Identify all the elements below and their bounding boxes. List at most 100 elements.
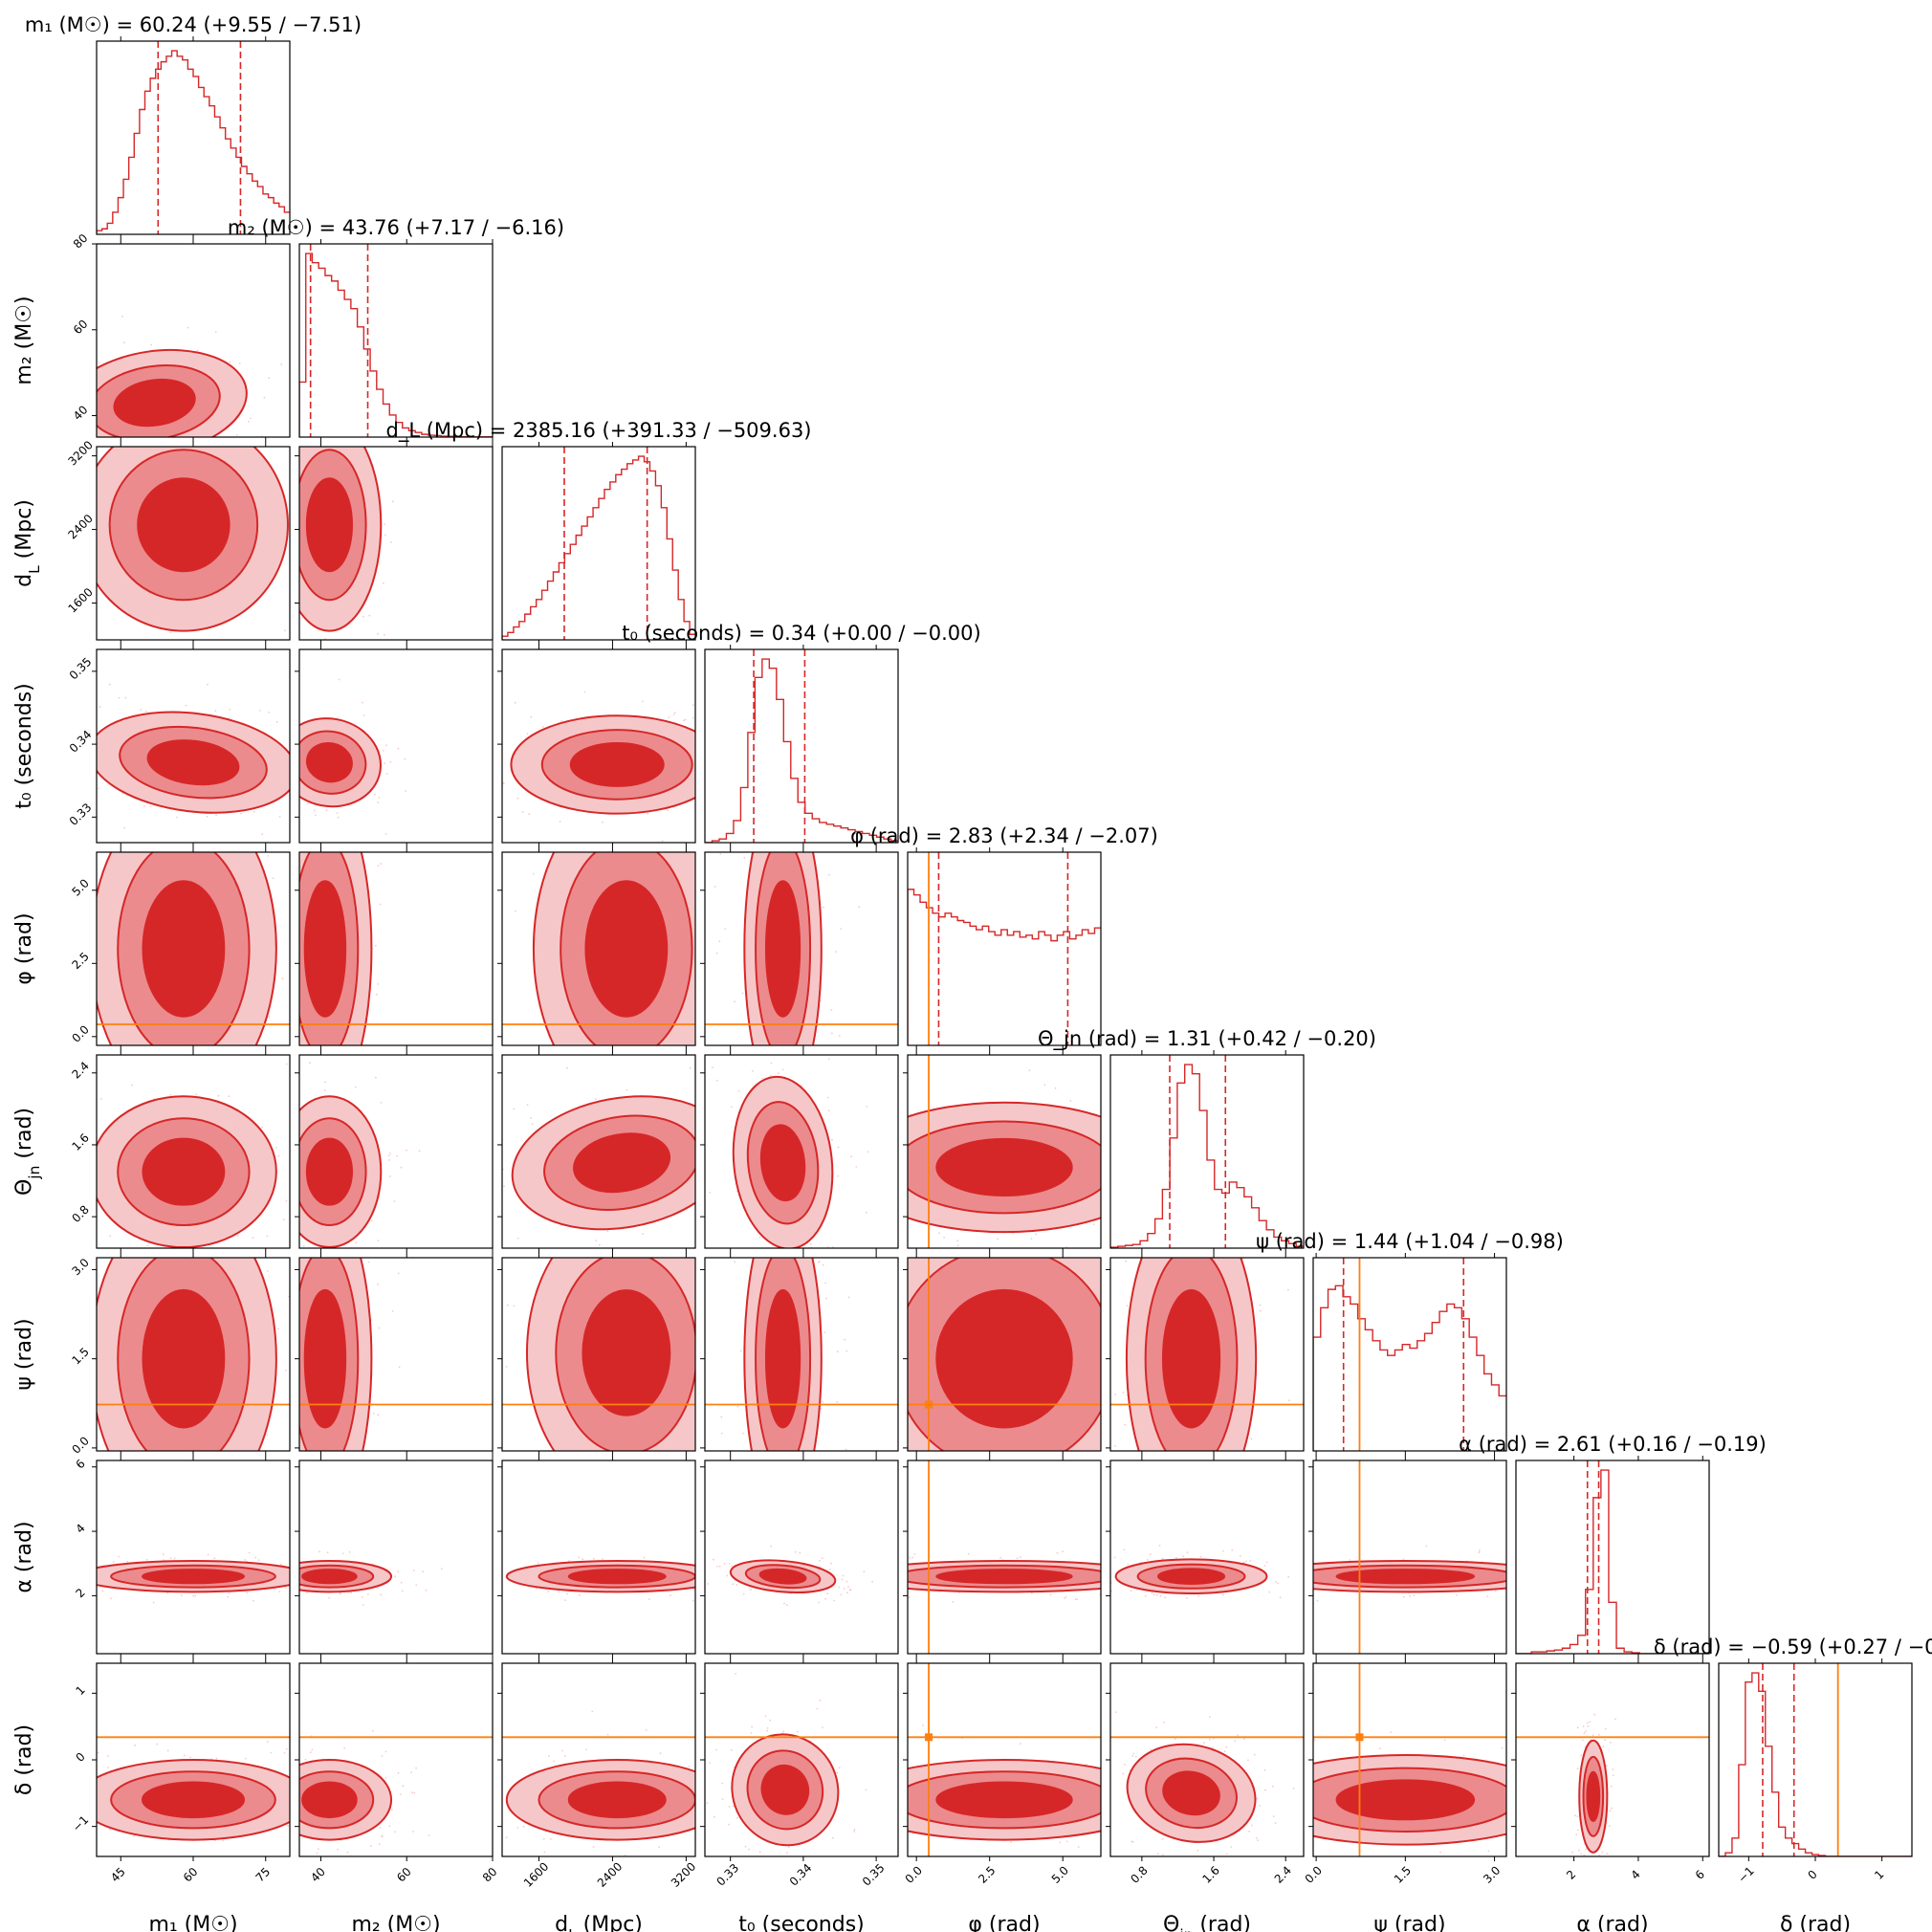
sample-point: [397, 1272, 400, 1275]
sample-point: [291, 1542, 293, 1544]
sample-point: [302, 650, 304, 652]
histogram-step-m1: [97, 50, 290, 234]
sample-point: [953, 1470, 955, 1472]
sample-point: [266, 1434, 269, 1436]
sample-point: [40, 1813, 42, 1815]
sample-point: [93, 989, 95, 991]
sample-point: [788, 1511, 790, 1513]
sample-point: [871, 1580, 873, 1583]
sample-point: [1126, 1305, 1129, 1306]
sample-point: [297, 900, 299, 902]
sample-point: [273, 1100, 274, 1102]
sample-point: [261, 1126, 263, 1129]
sample-point: [752, 1069, 754, 1072]
sample-point: [285, 1200, 288, 1202]
sample-point: [1174, 1628, 1175, 1630]
sample-point: [899, 1293, 901, 1295]
sample-point: [137, 444, 139, 446]
sample-point: [648, 1241, 650, 1243]
sample-point: [51, 368, 53, 370]
sample-point: [1163, 1489, 1165, 1491]
sample-point: [285, 1747, 288, 1750]
sample-point: [1198, 1499, 1200, 1501]
sample-point: [881, 1570, 883, 1572]
sample-point: [1310, 1580, 1312, 1582]
sample-point: [265, 1277, 267, 1279]
sample-point: [410, 1771, 413, 1773]
sample-point: [833, 1599, 835, 1602]
sample-point: [1566, 1592, 1568, 1593]
sample-point: [645, 1235, 647, 1237]
sample-point: [830, 1032, 833, 1035]
sample-point: [224, 1243, 226, 1245]
sample-point: [187, 326, 189, 329]
sample-point: [391, 1309, 394, 1312]
sample-point: [1069, 1100, 1072, 1102]
sample-point: [391, 1809, 393, 1811]
sample-point: [871, 1498, 873, 1500]
sample-point: [169, 1093, 172, 1096]
sample-point: [760, 776, 762, 778]
sample-point: [822, 1400, 823, 1403]
sample-point: [909, 1556, 911, 1559]
sample-point: [325, 648, 327, 649]
contour-1sigma: [584, 880, 669, 1018]
sample-point: [270, 1050, 272, 1052]
sample-point: [179, 1476, 181, 1478]
sample-point: [194, 1594, 197, 1597]
sample-point: [253, 439, 255, 441]
sample-point: [1109, 1118, 1110, 1120]
sample-point: [725, 1835, 727, 1837]
sample-point: [522, 1825, 525, 1828]
sample-point: [349, 848, 351, 850]
sample-point: [1425, 1545, 1428, 1548]
sample-point: [521, 811, 524, 813]
contour-1sigma: [1157, 1568, 1226, 1585]
sample-point: [214, 331, 217, 333]
sample-point: [816, 1707, 819, 1710]
sample-point: [1114, 1445, 1116, 1447]
sample-point: [547, 646, 549, 648]
sample-point: [747, 800, 749, 801]
sample-point: [532, 872, 535, 875]
sample-point: [86, 1779, 88, 1781]
sample-point: [397, 747, 400, 750]
sample-point: [274, 1120, 276, 1122]
sample-point: [488, 1595, 490, 1597]
sample-point: [44, 816, 46, 818]
sample-point: [558, 1591, 560, 1593]
sample-point: [259, 1105, 261, 1107]
sample-point: [1522, 1558, 1524, 1560]
sample-point: [6, 1807, 8, 1809]
y-tick-label: 0.8: [69, 1203, 91, 1225]
sample-point: [317, 1848, 319, 1851]
sample-point: [770, 1544, 772, 1546]
sample-point: [867, 1570, 869, 1572]
sample-point: [699, 1579, 701, 1581]
sample-point: [735, 1673, 736, 1675]
sample-point: [134, 1744, 137, 1746]
sample-point: [1559, 1576, 1561, 1578]
sample-point: [867, 1112, 868, 1114]
sample-point: [286, 1751, 288, 1753]
density-panel-dL-phi: [497, 646, 696, 1092]
sample-point: [1168, 1508, 1170, 1510]
sample-point: [336, 1733, 338, 1735]
sample-point: [50, 1841, 52, 1843]
sample-point: [282, 1218, 285, 1220]
sample-point: [826, 1096, 829, 1099]
sample-point: [638, 1090, 640, 1092]
sample-point: [904, 1088, 906, 1090]
sample-point: [70, 1261, 72, 1262]
density-panel-t0-alpha: [700, 1456, 899, 1658]
sample-point: [291, 1478, 293, 1480]
sample-point: [1045, 1484, 1047, 1486]
sample-point: [1103, 1337, 1105, 1339]
sample-point: [1130, 1457, 1131, 1459]
sample-point: [478, 1761, 480, 1763]
sample-point: [108, 1829, 111, 1831]
sample-point: [707, 1571, 709, 1573]
sample-point: [1286, 1573, 1288, 1575]
sample-point: [123, 826, 126, 829]
sample-point: [227, 1595, 230, 1598]
